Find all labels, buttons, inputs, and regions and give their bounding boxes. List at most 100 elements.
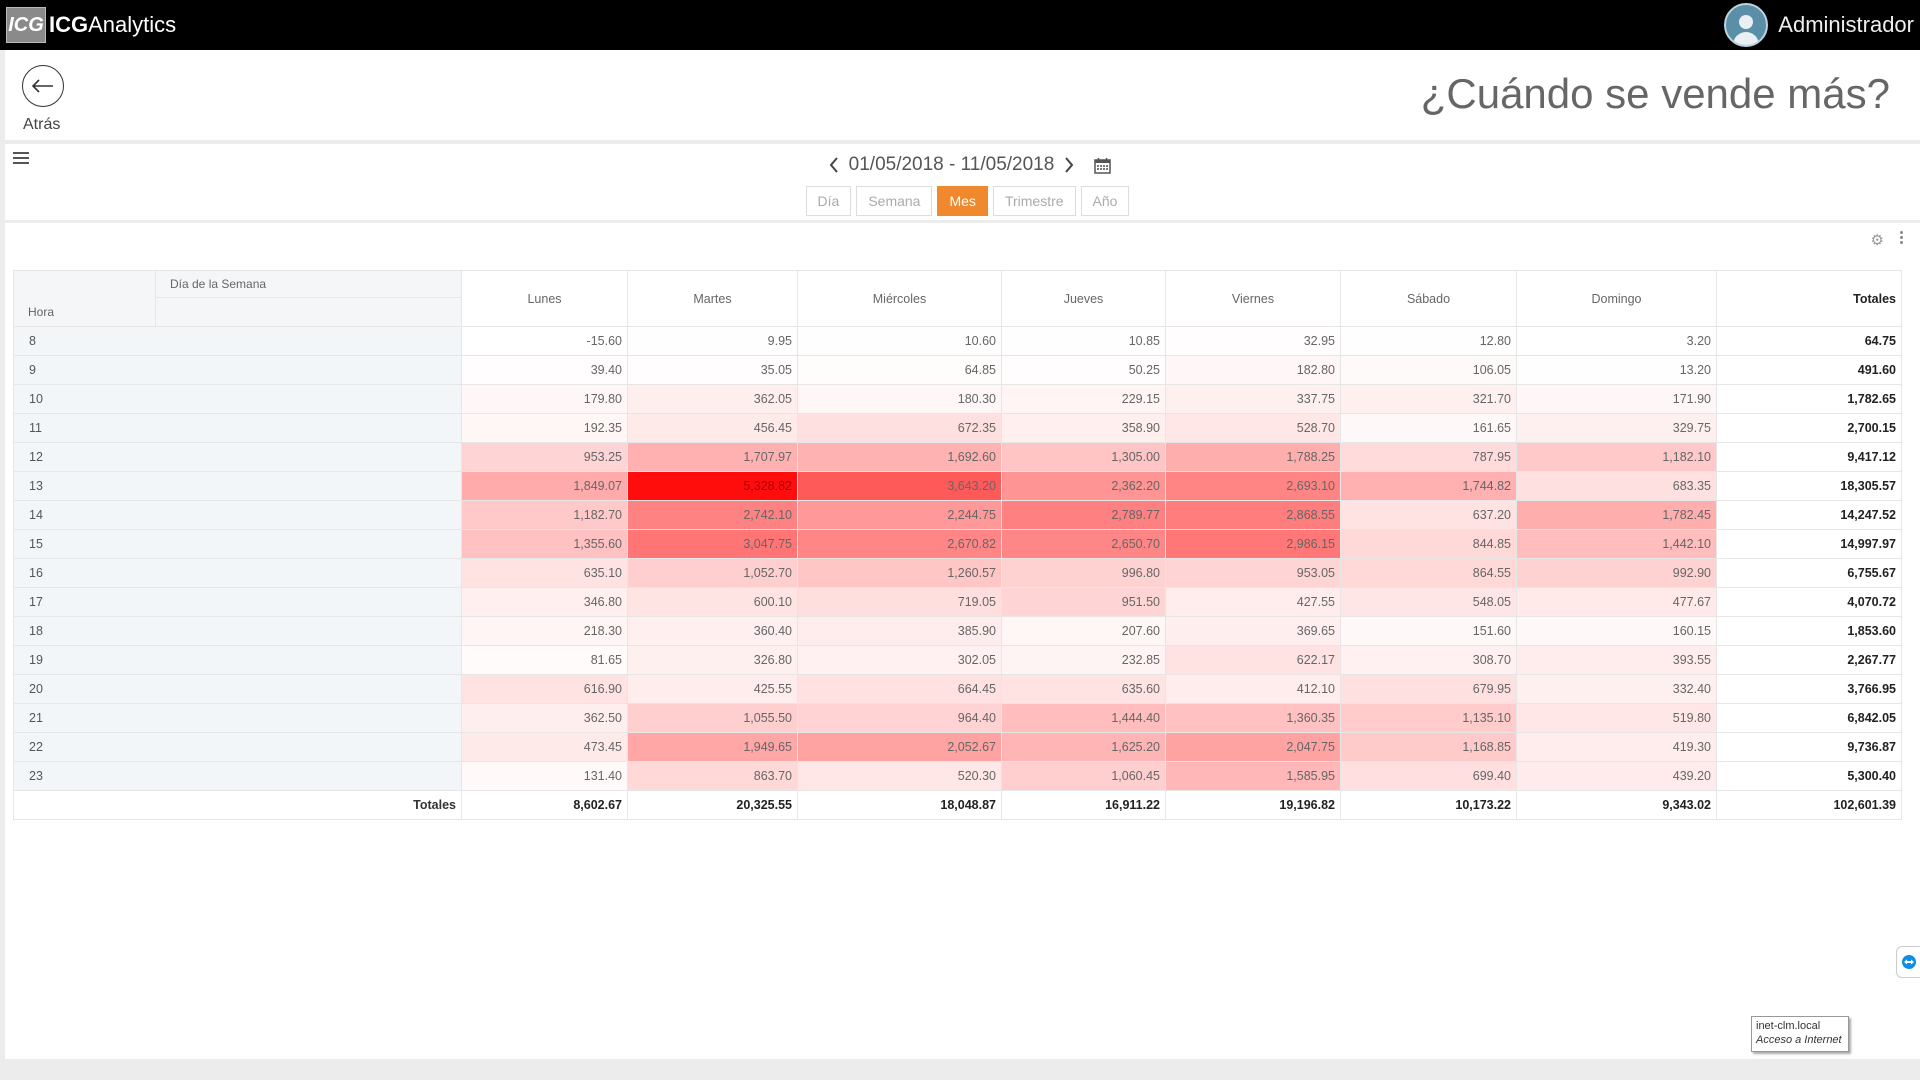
table-cell: 439.20 xyxy=(1516,761,1717,791)
kebab-icon[interactable] xyxy=(1900,231,1904,245)
network-host: inet-clm.local xyxy=(1756,1020,1821,1032)
table-cell: 64.85 xyxy=(797,355,1002,385)
table-cell: 600.10 xyxy=(627,587,798,617)
table-cell: 528.70 xyxy=(1165,413,1341,443)
period-button[interactable]: Año xyxy=(1080,186,1130,216)
table-cell: 10.85 xyxy=(1001,326,1166,356)
column-total: 16,911.22 xyxy=(1001,790,1166,820)
table-cell: 2,986.15 xyxy=(1165,529,1341,559)
row-header-hour: 20 xyxy=(13,674,462,704)
table-cell: 622.17 xyxy=(1165,645,1341,675)
table-cell: 232.85 xyxy=(1001,645,1166,675)
table-cell: 337.75 xyxy=(1165,384,1341,414)
table-cell: 425.55 xyxy=(627,674,798,704)
app-logo[interactable]: ICG ICGAnalytics xyxy=(6,6,176,44)
row-header-hour: 15 xyxy=(13,529,462,559)
row-total: 4,070.72 xyxy=(1716,587,1902,617)
table-cell: 151.60 xyxy=(1340,616,1517,646)
table-cell: 844.85 xyxy=(1340,529,1517,559)
table-cell: 207.60 xyxy=(1001,616,1166,646)
chevron-left-icon[interactable] xyxy=(829,157,839,173)
table-cell: 326.80 xyxy=(627,645,798,675)
table-cell: 787.95 xyxy=(1340,442,1517,472)
table-cell: 171.90 xyxy=(1516,384,1717,414)
date-range[interactable]: 01/05/2018 - 11/05/2018 xyxy=(848,154,1055,175)
table-cell: 2,362.20 xyxy=(1001,471,1166,501)
row-header-hour: 18 xyxy=(13,616,462,646)
user-menu[interactable]: Administrador xyxy=(1724,3,1920,47)
calendar-icon[interactable] xyxy=(1094,157,1112,174)
table-row: 23 131.40 863.70 520.30 1,060.45 1,585.95 699.… xyxy=(13,761,1902,791)
column-header[interactable]: Martes xyxy=(627,270,798,327)
period-button[interactable]: Mes xyxy=(937,186,988,216)
column-header[interactable]: Jueves xyxy=(1001,270,1166,327)
row-total: 2,267.77 xyxy=(1716,645,1902,675)
row-header-hour: 21 xyxy=(13,703,462,733)
back-button[interactable] xyxy=(22,65,64,107)
table-cell: 1,168.85 xyxy=(1340,732,1517,762)
table-cell: 302.05 xyxy=(797,645,1002,675)
table-cell: 427.55 xyxy=(1165,587,1341,617)
table-row: 20 616.90 425.55 664.45 635.60 412.10 679.95 33… xyxy=(13,674,1902,704)
table-cell: 81.65 xyxy=(461,645,628,675)
corner-cell xyxy=(13,270,156,298)
table-cell: 519.80 xyxy=(1516,703,1717,733)
row-total: 2,700.15 xyxy=(1716,413,1902,443)
table-cell: 332.40 xyxy=(1516,674,1717,704)
table-cell: 672.35 xyxy=(797,413,1002,443)
table-cell: 182.80 xyxy=(1165,355,1341,385)
table-cell: 358.90 xyxy=(1001,413,1166,443)
table-row: 18 218.30 360.40 385.90 207.60 369.65 151.60 16… xyxy=(13,616,1902,646)
table-cell: 1,782.45 xyxy=(1516,500,1717,530)
top-bar: ICG ICGAnalytics Administrador xyxy=(0,0,1920,50)
column-header[interactable]: Lunes xyxy=(461,270,628,327)
table-cell: 2,693.10 xyxy=(1165,471,1341,501)
table-cell: 192.35 xyxy=(461,413,628,443)
teamviewer-icon[interactable] xyxy=(1896,946,1920,978)
table-cell: 477.67 xyxy=(1516,587,1717,617)
table-cell: 369.65 xyxy=(1165,616,1341,646)
column-header[interactable]: Miércoles xyxy=(797,270,1002,327)
period-button[interactable]: Trimestre xyxy=(992,186,1076,216)
table-cell: 362.50 xyxy=(461,703,628,733)
table-cell: 2,052.67 xyxy=(797,732,1002,762)
pivot-table: Día de la Semana Lunes Martes Miércoles Jue… xyxy=(13,270,1902,820)
table-cell: 1,260.57 xyxy=(797,558,1002,588)
table-cell: 699.40 xyxy=(1340,761,1517,791)
menu-icon[interactable] xyxy=(13,152,29,164)
column-total: 18,048.87 xyxy=(797,790,1002,820)
table-cell: 39.40 xyxy=(461,355,628,385)
column-header[interactable]: Viernes xyxy=(1165,270,1341,327)
column-header[interactable]: Sábado xyxy=(1340,270,1517,327)
table-cell: 131.40 xyxy=(461,761,628,791)
row-total: 9,417.12 xyxy=(1716,442,1902,472)
period-button[interactable]: Día xyxy=(805,186,852,216)
app-name: ICGAnalytics xyxy=(49,12,176,38)
period-button[interactable]: Semana xyxy=(856,186,933,216)
table-cell: 362.05 xyxy=(627,384,798,414)
table-cell: 419.30 xyxy=(1516,732,1717,762)
row-total: 1,853.60 xyxy=(1716,616,1902,646)
table-cell: 1,444.40 xyxy=(1001,703,1166,733)
table-row: 16 635.10 1,052.70 1,260.57 996.80 953.05 864.… xyxy=(13,558,1902,588)
table-cell: 32.95 xyxy=(1165,326,1341,356)
table-cell: 616.90 xyxy=(461,674,628,704)
table-cell: 13.20 xyxy=(1516,355,1717,385)
row-total: 6,755.67 xyxy=(1716,558,1902,588)
app-name-bold: ICG xyxy=(49,12,89,37)
table-cell: 683.35 xyxy=(1516,471,1717,501)
row-total: 491.60 xyxy=(1716,355,1902,385)
user-name: Administrador xyxy=(1778,12,1914,37)
report-content: ⚙ Día de la Semana Lunes Martes Miércoles J… xyxy=(5,223,1920,1059)
table-cell: 393.55 xyxy=(1516,645,1717,675)
column-header[interactable]: Domingo xyxy=(1516,270,1717,327)
totals-column-header: Totales xyxy=(1716,270,1902,327)
back-label[interactable]: Atrás xyxy=(23,116,61,133)
table-cell: 1,949.65 xyxy=(627,732,798,762)
chevron-right-icon[interactable] xyxy=(1064,157,1074,173)
table-cell: 520.30 xyxy=(797,761,1002,791)
table-cell: 951.50 xyxy=(1001,587,1166,617)
row-header-hour: 23 xyxy=(13,761,462,791)
table-cell: 719.05 xyxy=(797,587,1002,617)
gear-icon[interactable]: ⚙ xyxy=(1870,232,1884,249)
